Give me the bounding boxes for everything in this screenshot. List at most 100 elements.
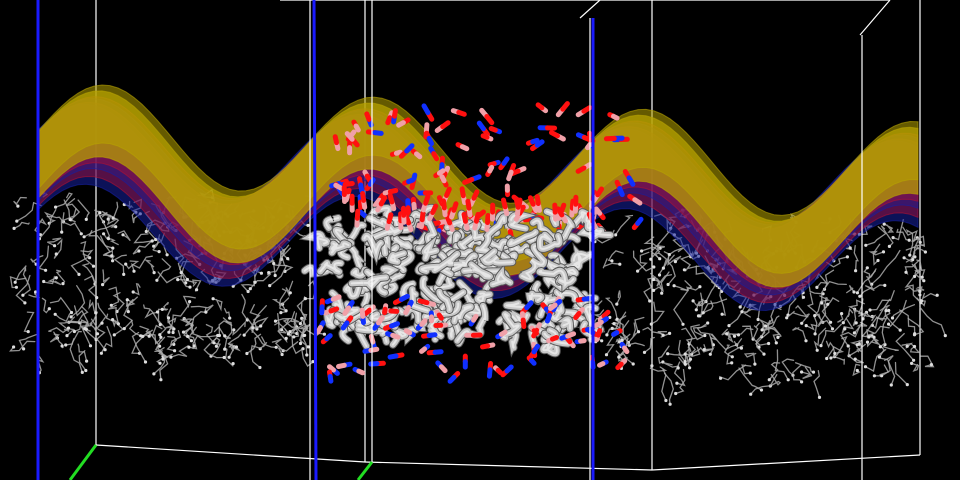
bond	[555, 206, 565, 218]
tail-highlight	[363, 234, 382, 256]
tail-highlight	[423, 242, 438, 260]
bond	[622, 345, 630, 355]
lipid-line	[63, 327, 76, 337]
lipid-atom	[756, 317, 760, 322]
lipid-line	[274, 321, 290, 335]
lipid-line	[864, 284, 886, 291]
lipid-atom	[125, 298, 129, 302]
lipid-line	[721, 328, 731, 339]
lipid-atom	[12, 226, 16, 230]
lipid-line	[157, 308, 169, 336]
bond	[611, 330, 620, 337]
lipid-atom	[159, 378, 163, 382]
bond	[480, 343, 491, 350]
lipid-line	[667, 255, 682, 266]
lipid-line	[731, 327, 754, 337]
lipid-line	[842, 307, 854, 324]
lipid-atom	[732, 334, 737, 338]
lipid-line	[792, 364, 803, 383]
bond	[548, 302, 558, 311]
bond	[529, 358, 537, 366]
lipid-line	[240, 280, 256, 293]
lipid-atom	[855, 343, 859, 347]
lipid-line	[643, 236, 661, 260]
lipid-line	[650, 301, 665, 325]
lipid-line	[830, 335, 848, 359]
bond	[471, 313, 479, 323]
lipid-line	[668, 245, 686, 256]
lipid-atom	[918, 293, 922, 297]
lipid-line	[46, 215, 65, 223]
tail-highlight	[389, 252, 405, 263]
lipid-line	[786, 310, 809, 319]
bond	[414, 151, 423, 160]
tail-highlight	[393, 237, 411, 248]
bond	[501, 156, 510, 166]
lipid-atom	[21, 293, 25, 297]
lipid-atom	[12, 345, 16, 349]
lipid-line	[107, 304, 120, 325]
lipid-atom	[614, 233, 618, 237]
lipid-atom	[852, 331, 857, 335]
lipid-atom	[694, 308, 698, 312]
lipid-line	[673, 280, 693, 291]
lipid-atom	[727, 324, 731, 328]
lipid-atom	[101, 283, 105, 287]
lipid-line	[678, 339, 686, 363]
tail-highlight	[482, 250, 514, 264]
lipid-atom	[98, 211, 102, 215]
lipid-line	[741, 364, 752, 375]
bond	[404, 143, 415, 154]
lipid-line	[690, 346, 710, 355]
bond	[575, 165, 587, 174]
lipid-line	[100, 325, 113, 354]
lipid-line	[97, 302, 107, 328]
bond	[387, 192, 395, 205]
lipid-atom	[188, 285, 192, 289]
lipid-line	[869, 290, 895, 311]
lipid-line	[143, 259, 155, 274]
bond	[436, 168, 446, 176]
lipid-atom	[785, 316, 789, 320]
lipid-atom	[845, 255, 850, 259]
bond	[495, 367, 504, 376]
lipid-line	[813, 327, 827, 351]
lipid-atom	[620, 338, 624, 342]
lipid-atom	[890, 316, 895, 320]
tail-highlight	[555, 290, 577, 301]
lipid-line	[852, 308, 857, 327]
lipid-atom	[749, 392, 753, 396]
lipid-line	[60, 208, 77, 233]
lipid-atom	[604, 353, 609, 357]
lipid-atom	[150, 239, 154, 243]
bond	[360, 191, 367, 203]
bond	[544, 312, 552, 324]
bond	[617, 186, 625, 198]
tail-highlight	[352, 268, 366, 277]
lipid-line	[170, 345, 189, 358]
lipid-atom	[811, 370, 816, 374]
lipid-line	[259, 336, 268, 350]
lipid-line	[661, 368, 667, 402]
lipid-atom	[102, 232, 106, 236]
tail-highlight	[453, 305, 472, 323]
lipid-atom	[152, 372, 156, 376]
lipid-atom	[912, 344, 917, 349]
lipid-line	[131, 211, 141, 224]
lipid-line	[132, 282, 141, 296]
lipid-atom	[610, 259, 614, 263]
lipid-atom	[725, 332, 729, 336]
bond	[534, 194, 541, 206]
lipid-atom	[800, 321, 804, 325]
lipid-atom	[248, 287, 252, 291]
lipid-atom	[748, 371, 752, 375]
lipid-atom	[872, 335, 876, 339]
tail-highlight	[548, 303, 564, 322]
lipid-atom	[706, 321, 710, 325]
lipid-atom	[15, 219, 19, 223]
lipid-line	[54, 192, 73, 208]
lipid-atom	[898, 328, 902, 332]
lipid-line	[755, 323, 766, 355]
